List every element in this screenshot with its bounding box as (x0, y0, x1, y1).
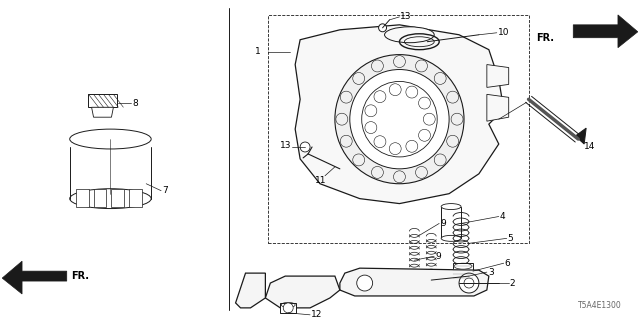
Text: 1: 1 (255, 47, 261, 56)
Text: 10: 10 (498, 28, 509, 37)
Text: 7: 7 (162, 186, 168, 195)
Text: 6: 6 (505, 259, 511, 268)
Circle shape (415, 166, 428, 178)
Circle shape (371, 60, 383, 72)
Text: 5: 5 (508, 234, 513, 243)
Circle shape (365, 105, 377, 117)
Text: 2: 2 (509, 278, 515, 288)
Polygon shape (340, 268, 489, 296)
Polygon shape (487, 65, 509, 87)
Text: 4: 4 (500, 212, 506, 221)
Circle shape (434, 154, 446, 166)
Circle shape (335, 55, 464, 184)
Text: T5A4E1300: T5A4E1300 (578, 301, 622, 310)
Circle shape (374, 136, 386, 148)
Circle shape (423, 113, 435, 125)
Circle shape (362, 81, 437, 157)
Circle shape (394, 171, 405, 183)
Bar (268, 15, 529, 243)
Polygon shape (2, 261, 67, 294)
Circle shape (434, 73, 446, 84)
Polygon shape (236, 273, 266, 308)
Polygon shape (573, 15, 638, 48)
Circle shape (379, 24, 387, 32)
Text: 13: 13 (401, 12, 412, 21)
Circle shape (340, 91, 352, 103)
Text: 9: 9 (440, 219, 446, 228)
Circle shape (365, 122, 377, 133)
Polygon shape (295, 25, 504, 204)
Polygon shape (111, 189, 124, 207)
Circle shape (415, 60, 428, 72)
Text: FR.: FR. (536, 33, 554, 43)
Polygon shape (129, 189, 142, 207)
Text: FR.: FR. (70, 271, 89, 281)
Circle shape (374, 91, 386, 103)
Circle shape (389, 84, 401, 96)
Circle shape (336, 113, 348, 125)
Text: 13: 13 (280, 140, 292, 149)
Circle shape (353, 154, 365, 166)
Circle shape (406, 86, 418, 98)
Circle shape (419, 129, 431, 141)
Text: 9: 9 (435, 252, 441, 261)
Text: 3: 3 (488, 268, 493, 276)
Polygon shape (93, 189, 106, 207)
Polygon shape (76, 189, 88, 207)
Ellipse shape (441, 204, 461, 210)
Circle shape (389, 143, 401, 155)
Ellipse shape (441, 236, 461, 241)
Text: 14: 14 (584, 142, 596, 151)
Circle shape (406, 140, 418, 152)
Polygon shape (487, 94, 509, 121)
Polygon shape (88, 94, 117, 107)
Polygon shape (266, 276, 340, 308)
Circle shape (353, 73, 365, 84)
Text: 8: 8 (132, 99, 138, 108)
Circle shape (340, 135, 352, 147)
Polygon shape (575, 128, 586, 144)
Circle shape (356, 275, 372, 291)
Circle shape (371, 166, 383, 178)
Polygon shape (453, 263, 473, 283)
Circle shape (394, 56, 405, 68)
Circle shape (451, 113, 463, 125)
Text: 11: 11 (315, 176, 326, 185)
Circle shape (447, 91, 459, 103)
Circle shape (419, 97, 431, 109)
Circle shape (284, 303, 293, 313)
Text: 12: 12 (311, 310, 323, 319)
Ellipse shape (385, 27, 434, 43)
Polygon shape (280, 303, 296, 313)
Circle shape (350, 69, 449, 169)
Circle shape (459, 273, 479, 293)
Circle shape (300, 142, 310, 152)
Polygon shape (441, 207, 461, 238)
Circle shape (447, 135, 459, 147)
Polygon shape (92, 107, 113, 117)
